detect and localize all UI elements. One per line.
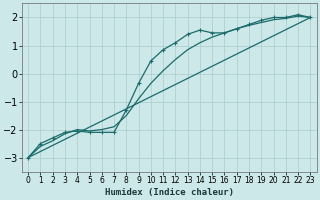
- X-axis label: Humidex (Indice chaleur): Humidex (Indice chaleur): [105, 188, 234, 197]
